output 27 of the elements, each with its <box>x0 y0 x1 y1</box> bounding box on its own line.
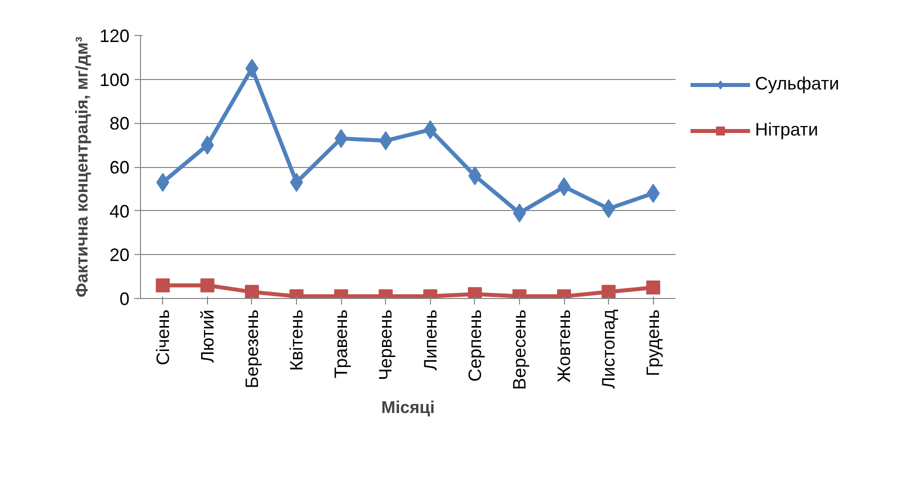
x-tick-label: Грудень <box>643 310 664 376</box>
x-tick-label: Квітень <box>286 309 307 371</box>
x-tick-label: Лютий <box>197 309 218 363</box>
x-axis-title: Місяці <box>381 398 435 417</box>
legend-label: Сульфати <box>755 74 840 94</box>
y-axis-title: Фактична концентрація, мг/дм³ <box>72 36 92 298</box>
y-tick-label: 100 <box>99 70 130 90</box>
y-tick-label: 20 <box>109 245 130 266</box>
point <box>156 278 170 292</box>
point <box>602 284 616 298</box>
x-tick-label: Серпень <box>464 309 485 382</box>
x-tick-label: Жовтень <box>554 310 574 382</box>
legend-label: Нітрати <box>755 120 818 140</box>
x-tick-label: Листопад <box>598 309 619 389</box>
y-tick-label: 60 <box>109 158 130 178</box>
x-tick-label: Вересень <box>509 309 530 390</box>
x-tick-label: Січень <box>152 309 173 366</box>
x-tick-label: Березень <box>242 309 262 388</box>
point <box>244 284 259 298</box>
x-tick-label: Травень <box>331 309 352 378</box>
point <box>200 278 214 292</box>
x-tick-label: Червень <box>376 309 396 380</box>
y-tick-label: 40 <box>109 201 130 222</box>
y-tick-label: 80 <box>109 114 130 134</box>
y-tick-label: 120 <box>99 26 130 46</box>
y-tick-label: 0 <box>119 289 130 309</box>
x-tick-label: Липень <box>420 309 440 370</box>
